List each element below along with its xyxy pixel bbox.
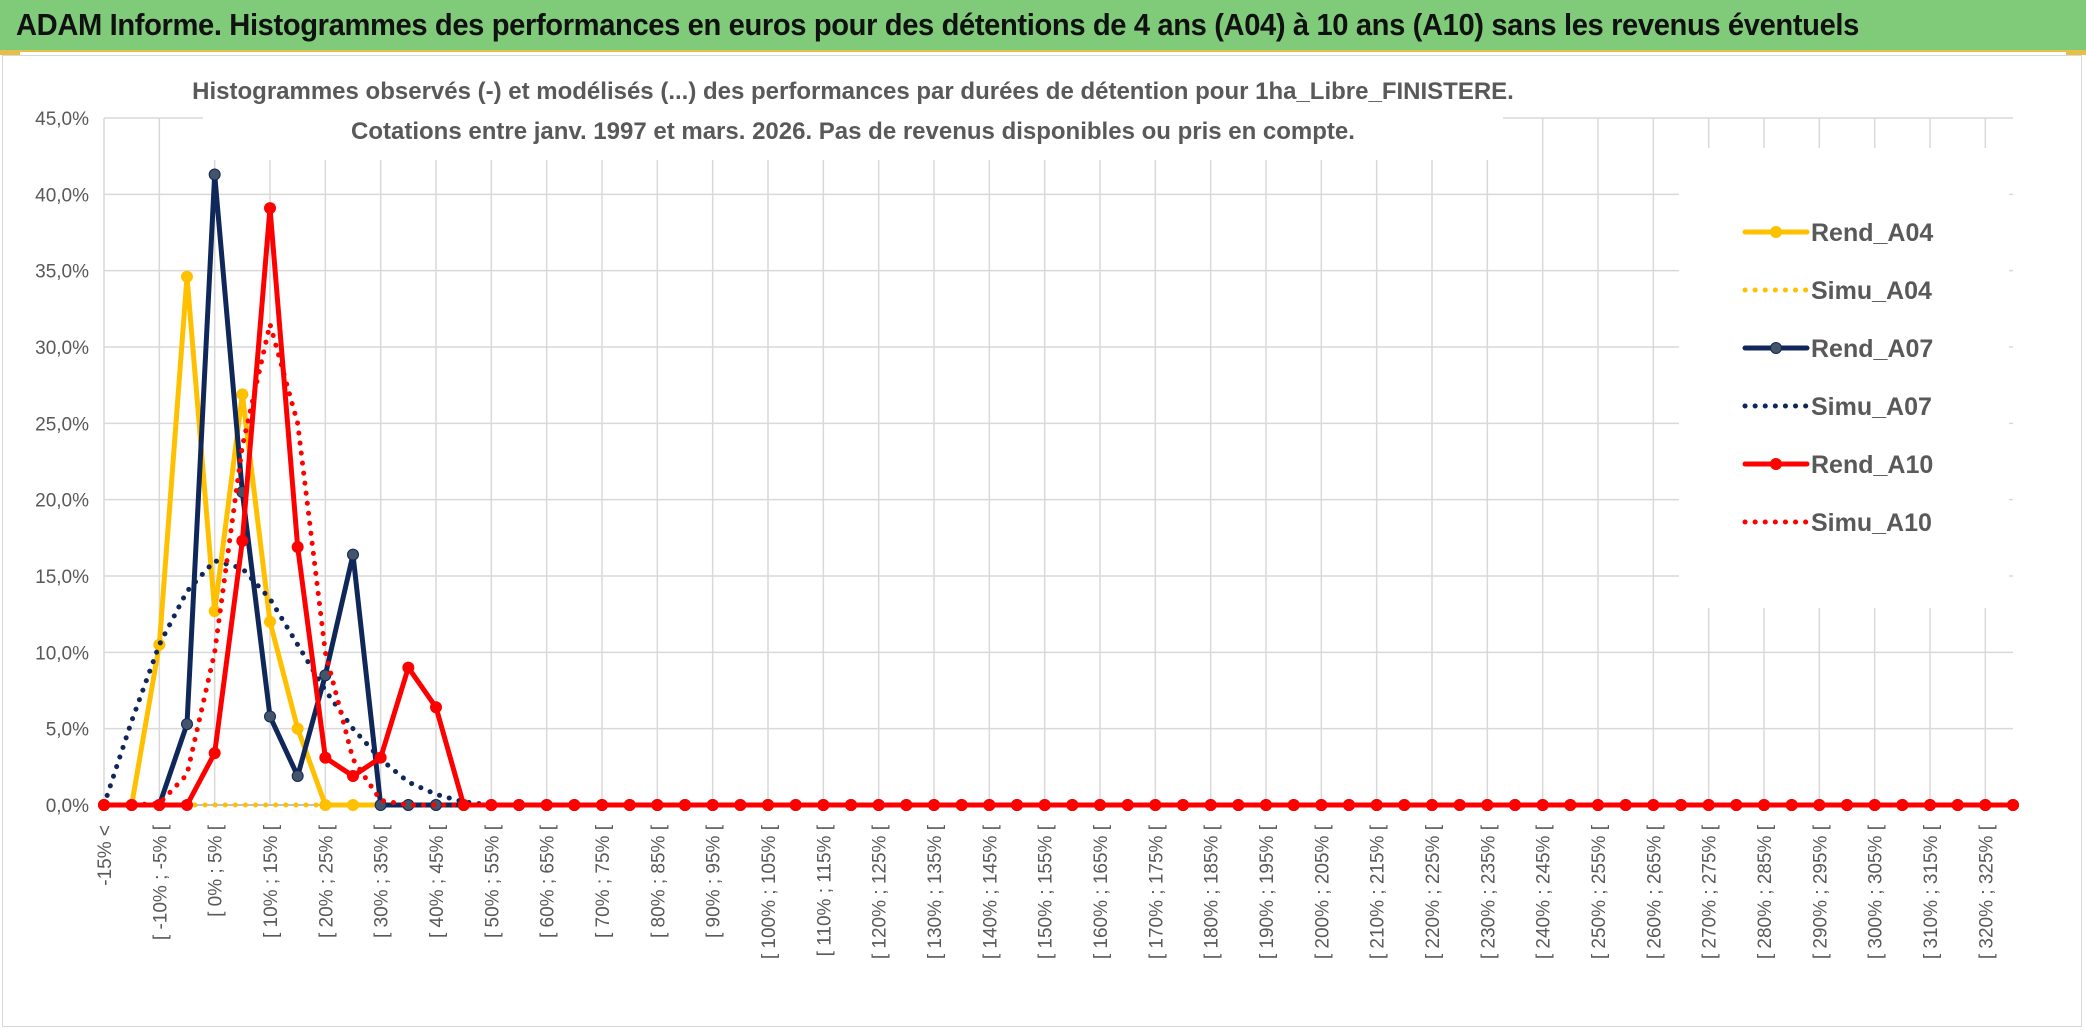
y-tick-label: 45,0%	[35, 109, 89, 130]
x-tick-label: [ 140% ; 145% [	[980, 824, 1001, 959]
x-tick-label: [ 280% ; 285% [	[1755, 824, 1776, 959]
legend-label-Simu_A07: Simu_A07	[1811, 393, 1932, 421]
legend-label-Simu_A10: Simu_A10	[1811, 509, 1932, 537]
x-tick-label: [ 30% ; 35% [	[372, 824, 393, 938]
banner-corner-left	[0, 50, 20, 55]
y-tick-label: 20,0%	[35, 491, 89, 512]
x-tick-label: [ -10% ; -5% [	[150, 824, 171, 940]
data-point-Rend_A10	[291, 540, 304, 553]
data-point-Rend_A10	[374, 751, 387, 764]
x-tick-label: [ 300% ; 305% [	[1866, 824, 1887, 959]
x-tick-label: [ 10% ; 15% [	[261, 824, 282, 938]
report-banner: ADAM Informe. Histogrammes des performan…	[0, 0, 2086, 52]
x-tick-label: [ 110% ; 115% [	[814, 824, 835, 956]
x-tick-label: [ 130% ; 135% [	[925, 824, 946, 959]
x-tick-label: [ 50% ; 55% [	[482, 824, 503, 938]
x-tick-label: [ 180% ; 185% [	[1202, 824, 1223, 959]
data-point-Rend_A10	[402, 661, 415, 674]
x-tick-label: [ 270% ; 275% [	[1700, 824, 1721, 959]
series-line-Simu_A07	[101, 558, 2016, 808]
x-tick-label: [ 260% ; 265% [	[1644, 824, 1665, 959]
chart-title-block: Histogrammes observés (-) et modélisés (…	[192, 60, 1514, 160]
x-tick-label: -15% <	[95, 825, 116, 886]
chart-legend: Rend_A04 Simu_A04 Rend_A07 Simu_A07 Rend_A10…	[1679, 148, 2009, 608]
y-tick-label: 5,0%	[46, 720, 89, 741]
data-point-Rend_A10	[236, 534, 249, 547]
x-tick-label: [ 310% ; 315% [	[1921, 824, 1942, 959]
legend-marker-Rend_A04	[1770, 226, 1782, 238]
data-point-Rend_A07	[347, 548, 359, 561]
x-tick-label: [ 160% ; 165% [	[1091, 824, 1112, 959]
x-tick-label: [ 230% ; 235% [	[1478, 824, 1499, 959]
y-tick-label: 10,0%	[35, 643, 89, 664]
x-tick-label: [ 200% ; 205% [	[1312, 824, 1333, 959]
data-point-Rend_A07	[208, 168, 221, 181]
data-point-Rend_A07	[264, 710, 276, 723]
data-point-Rend_A10	[430, 701, 442, 714]
banner-corner-right	[2066, 50, 2086, 55]
x-tick-label: [ 70% ; 75% [	[593, 824, 614, 938]
data-point-Rend_A04	[291, 722, 304, 735]
report-title: ADAM Informe. Histogrammes des performan…	[16, 7, 1859, 42]
x-tick-label: [ 120% ; 125% [	[870, 824, 891, 959]
x-tick-label: [ 290% ; 295% [	[1810, 824, 1831, 959]
chart-axes: 0,0% 5,0% 10,0% 15,0% 20,0% 25,0% 30,0% 35,0% 40…	[35, 109, 2013, 959]
legend-label-Rend_A10: Rend_A10	[1811, 451, 1933, 479]
series-line-Simu_A10	[101, 321, 2016, 808]
data-point-Rend_A04	[264, 615, 276, 628]
legend-marker-Rend_A10	[1770, 458, 1782, 470]
chart-title-background	[203, 60, 1503, 160]
x-tick-label: [ 320% ; 325% [	[1976, 824, 1997, 959]
x-tick-label: [ 90% ; 95% [	[704, 824, 725, 938]
x-tick-label: [ 40% ; 45% [	[427, 824, 448, 938]
x-tick-label: [ 190% ; 195% [	[1257, 824, 1278, 959]
y-tick-label: 40,0%	[35, 185, 89, 206]
x-tick-label: [ 170% ; 175% [	[1146, 824, 1167, 959]
chart-subtitle: Cotations entre janv. 1997 et mars. 2026…	[351, 118, 1355, 145]
chart-title: Histogrammes observés (-) et modélisés (…	[192, 78, 1514, 105]
data-point-Rend_A07	[181, 718, 193, 731]
data-point-Rend_A10	[264, 202, 276, 215]
y-tick-label: 0,0%	[46, 796, 89, 817]
y-tick-label: 25,0%	[35, 414, 89, 435]
x-tick-label: [ 250% ; 255% [	[1589, 824, 1610, 959]
x-tick-label: [ 80% ; 85% [	[648, 824, 669, 938]
x-tick-label: [ 240% ; 245% [	[1534, 824, 1555, 959]
data-point-Rend_A07	[291, 769, 304, 782]
x-tick-label: [ 60% ; 65% [	[538, 824, 559, 938]
data-point-Rend_A10	[347, 769, 359, 782]
x-tick-label: [ 210% ; 215% [	[1368, 824, 1389, 959]
data-point-Rend_A10	[208, 747, 221, 760]
x-tick-label: [ 220% ; 225% [	[1423, 824, 1444, 959]
x-tick-label: [ 100% ; 105% [	[759, 824, 780, 959]
data-point-Rend_A10	[319, 751, 332, 764]
histogram-chart: 0,0% 5,0% 10,0% 15,0% 20,0% 25,0% 30,0% 35,0% 40…	[35, 60, 2019, 959]
chart-area: 0,0% 5,0% 10,0% 15,0% 20,0% 25,0% 30,0% 35,0% 40…	[2, 55, 2082, 1027]
x-tick-label: [ 20% ; 25% [	[316, 824, 337, 938]
legend-label-Rend_A07: Rend_A07	[1811, 335, 1933, 363]
data-point-Rend_A10	[181, 799, 193, 811]
data-point-Rend_A04	[236, 388, 249, 401]
chart-series	[98, 168, 2019, 811]
legend-marker-Rend_A07	[1770, 342, 1782, 354]
x-tick-label: [ 0% ; 5% [	[206, 824, 227, 917]
y-tick-label: 30,0%	[35, 338, 89, 359]
legend-background	[1679, 148, 2009, 608]
legend-label-Simu_A04: Simu_A04	[1811, 277, 1932, 305]
legend-label-Rend_A04: Rend_A04	[1811, 219, 1933, 247]
x-tick-label: [ 150% ; 155% [	[1036, 824, 1057, 959]
data-point-Rend_A04	[181, 270, 193, 283]
y-tick-label: 35,0%	[35, 262, 89, 283]
y-tick-label: 15,0%	[35, 567, 89, 588]
